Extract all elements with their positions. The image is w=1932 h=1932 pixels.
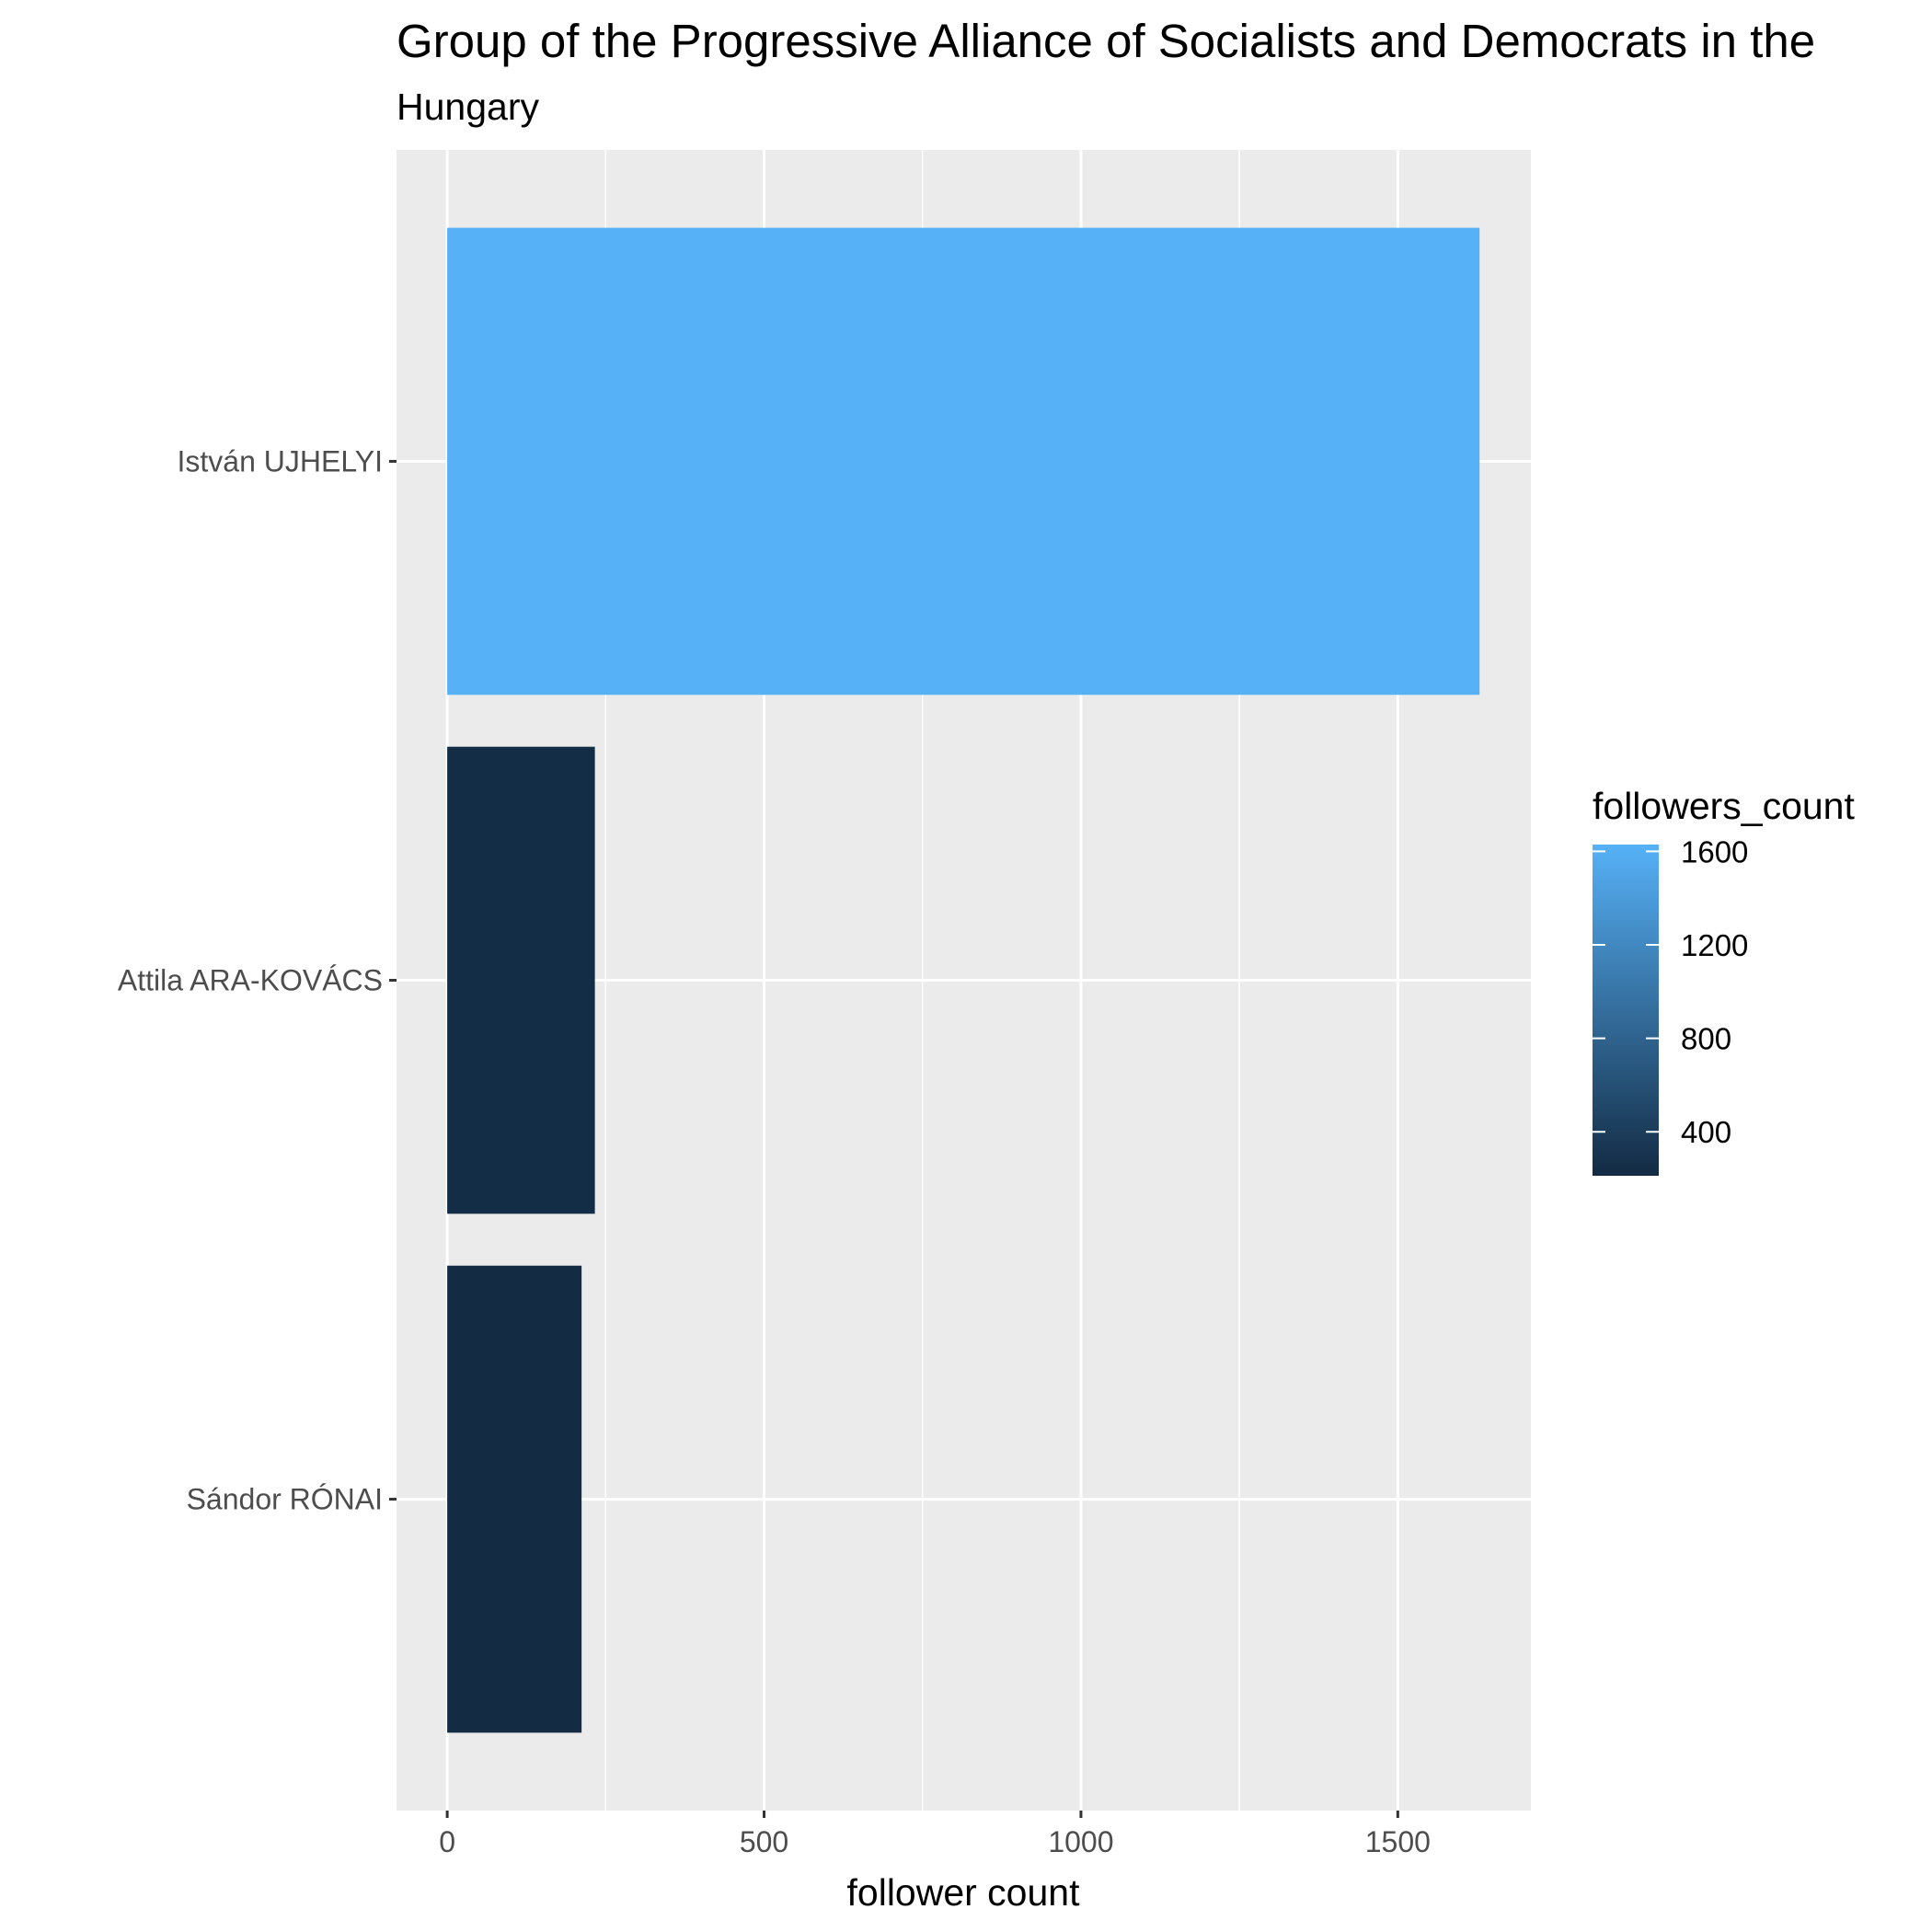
legend: followers_count 400 800 1200 1600 <box>1593 785 1855 1176</box>
x-axis-title: follower count <box>847 1871 1081 1914</box>
chart-subtitle: Hungary <box>397 86 539 128</box>
y-axis: István UJHELYI Attila ARA-KOVÁCS Sándor RÓ… <box>118 444 397 1516</box>
legend-tick-label: 400 <box>1681 1115 1731 1149</box>
x-tick-label: 500 <box>740 1825 788 1858</box>
legend-tick-label: 800 <box>1681 1022 1731 1056</box>
x-tick-label: 1000 <box>1048 1825 1113 1858</box>
x-axis: 0 500 1000 1500 <box>439 1811 1431 1858</box>
x-tick-label: 0 <box>439 1825 455 1858</box>
chart-title: Group of the Progressive Alliance of Soc… <box>397 15 1815 67</box>
y-tick-label: Attila ARA-KOVÁCS <box>118 964 383 997</box>
bar <box>447 1265 582 1733</box>
legend-tick-label: 1600 <box>1681 834 1748 868</box>
legend-ticks: 400 800 1200 1600 <box>1593 834 1748 1149</box>
bar <box>447 227 1480 696</box>
legend-colorbar <box>1593 845 1659 1176</box>
bars <box>447 227 1480 1733</box>
y-tick-label: István UJHELYI <box>178 444 383 477</box>
legend-tick-label: 1200 <box>1681 928 1748 962</box>
legend-title: followers_count <box>1593 785 1855 827</box>
y-tick-label: Sándor RÓNAI <box>187 1483 383 1516</box>
x-tick-label: 1500 <box>1365 1825 1431 1858</box>
bar <box>447 746 595 1214</box>
